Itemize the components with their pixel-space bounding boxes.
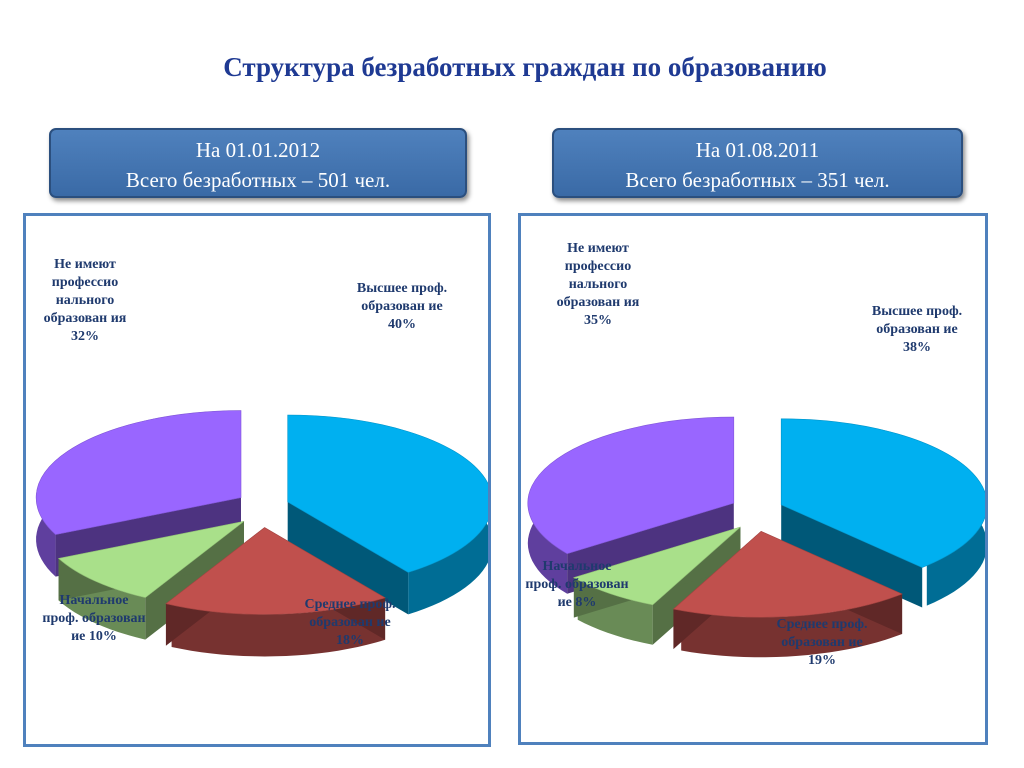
chart-panel-2012: Не имеют профессио нального образован ия… [23,213,491,747]
label-initial: Начальное проф. образован ие 10% [42,593,146,644]
label-higher: Высшее проф. образован ие 40% [356,281,448,332]
header-date: На 01.01.2012 [195,138,321,162]
chart-panel-2011: Не имеют профессио нального образован ия… [518,213,988,745]
pie-chart-2011 [527,416,985,658]
header-date: На 01.08.2011 [695,138,820,162]
pie-slice-higher [780,418,985,568]
pie-slice-initial [57,521,245,598]
pie-slice-initial [573,526,741,606]
header-box-2011: На 01.08.2011 Всего безработных – 351 че… [552,128,963,198]
pie-slice-none [527,416,735,555]
page-title: Структура безработных граждан по образов… [223,52,827,82]
slice-radial-wall [287,502,409,615]
label-secondary: Среднее проф. образован ие 18% [304,597,396,648]
pie-chart-2012 [35,410,488,657]
header-total: Всего безработных – 351 чел. [625,168,890,192]
pie-slice-secondary [672,530,903,618]
label-initial: Начальное проф. образован ие 8% [525,559,629,610]
pie-slice-secondary [165,527,386,615]
label-secondary: Среднее проф. образован ие 19% [776,617,868,668]
header-box-2012: На 01.01.2012 Всего безработных – 501 че… [49,128,467,198]
slice-radial-wall [781,504,923,608]
label-none: Не имеют профессио нального образован ия… [43,257,127,344]
label-higher: Высшее проф. образован ие 38% [871,304,963,355]
slice-outer-wall [171,597,386,657]
label-none: Не имеют профессио нального образован ия… [556,241,640,328]
header-total: Всего безработных – 501 чел. [125,168,391,192]
pie-slice-none [35,410,242,535]
pie-slice-higher [287,414,488,573]
